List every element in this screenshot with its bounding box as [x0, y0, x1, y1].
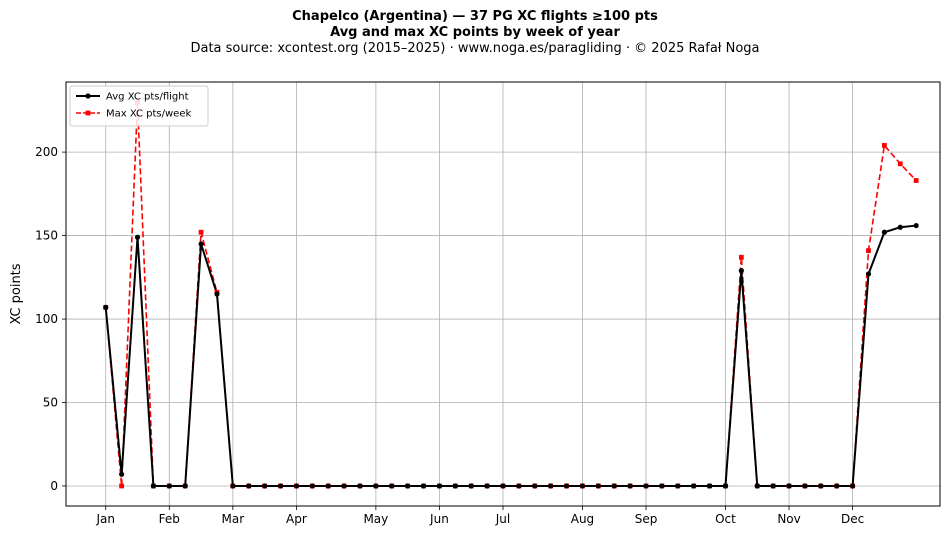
avg-point — [722, 483, 729, 489]
avg-point — [134, 234, 141, 240]
legend-box — [69, 85, 209, 127]
avg-point — [103, 304, 109, 310]
series-layer — [103, 99, 919, 489]
avg-point — [182, 483, 188, 489]
avg-point — [214, 291, 220, 297]
y-axis-label: XC points — [9, 263, 24, 324]
avg-point — [850, 483, 856, 489]
avg-point — [484, 483, 490, 489]
avg-point — [770, 483, 776, 489]
avg-point — [706, 483, 713, 489]
y-tick-label: 100 — [35, 312, 58, 326]
avg-point — [341, 483, 347, 489]
avg-point — [119, 471, 125, 477]
avg-point — [436, 483, 443, 489]
avg-point — [405, 483, 411, 489]
avg-point — [230, 483, 236, 489]
y-tick-label: 200 — [35, 145, 58, 159]
avg-point — [818, 483, 824, 489]
avg-point — [420, 483, 427, 489]
avg-point — [643, 483, 649, 489]
avg-point — [881, 229, 887, 235]
avg-point — [325, 483, 331, 489]
avg-point — [150, 483, 156, 489]
avg-point — [802, 483, 808, 489]
avg-point — [913, 222, 919, 229]
avg-point — [262, 483, 268, 489]
legend: Avg XC pts/flight Max XC pts/week — [69, 85, 209, 127]
avg-point — [246, 483, 252, 489]
y-tick-label: 0 — [50, 479, 58, 493]
avg-point — [293, 483, 300, 489]
max-point — [738, 254, 744, 260]
avg-point — [595, 483, 601, 489]
legend-label: Avg XC pts/flight — [106, 92, 189, 103]
avg-point — [389, 483, 395, 489]
avg-point — [166, 483, 172, 489]
legend-marker — [85, 93, 91, 99]
x-tick-label: Feb — [159, 512, 180, 526]
max-point — [913, 178, 919, 183]
avg-point — [516, 483, 522, 489]
avg-point — [309, 483, 315, 489]
max-point — [897, 161, 903, 167]
avg-point — [468, 483, 474, 489]
legend-marker — [85, 110, 91, 116]
chart-title: Chapelco (Argentina) — 37 PG XC flights … — [292, 9, 658, 24]
avg-point — [532, 483, 538, 489]
avg-point — [786, 483, 792, 489]
avg-point — [754, 483, 760, 489]
avg-point — [500, 483, 506, 489]
x-tick-label: Mar — [222, 512, 245, 526]
avg-point — [897, 224, 903, 230]
x-tick-label: Apr — [286, 512, 307, 526]
x-tick-label: Jan — [95, 512, 115, 526]
avg-point — [675, 483, 681, 489]
avg-point — [611, 483, 617, 489]
avg-point — [865, 271, 872, 277]
chart-subtitle: Avg and max XC points by week of year — [330, 25, 620, 40]
avg-point — [277, 483, 284, 489]
legend-label: Max XC pts/week — [106, 109, 191, 120]
avg-point — [373, 483, 379, 489]
chart-titles: Chapelco (Argentina) — 37 PG XC flights … — [0, 9, 950, 57]
avg-point — [834, 483, 840, 489]
axes-layer: Jan Feb Mar Apr May Jun Jul Aug Sep Oct Nov Dec 0 50 1… — [35, 145, 864, 526]
x-tick-label: Nov — [777, 512, 800, 526]
max-point — [198, 229, 204, 235]
avg-point — [659, 483, 665, 489]
x-tick-label: Aug — [571, 512, 594, 526]
x-tick-label: Oct — [715, 512, 736, 526]
x-tick-label: May — [363, 512, 388, 526]
max-point — [866, 248, 871, 253]
y-tick-label: 150 — [35, 229, 58, 243]
avg-point — [691, 483, 697, 489]
max-point — [881, 143, 887, 148]
avg-point — [563, 483, 570, 489]
data-source-note: Data source: xcontest.org (2015–2025) · … — [190, 41, 760, 56]
max-point — [119, 483, 125, 489]
x-tick-label: Dec — [841, 512, 864, 526]
avg-point — [738, 268, 744, 274]
avg-point — [198, 241, 204, 247]
series-line-avg — [104, 224, 917, 487]
avg-point — [548, 483, 554, 489]
x-tick-label: Jun — [429, 512, 449, 526]
y-tick-label: 50 — [43, 396, 58, 410]
x-tick-label: Jul — [495, 512, 510, 526]
avg-point — [579, 483, 586, 489]
avg-point — [357, 483, 363, 489]
avg-point — [627, 483, 633, 489]
x-tick-label: Sep — [635, 512, 658, 526]
avg-point — [452, 483, 458, 489]
